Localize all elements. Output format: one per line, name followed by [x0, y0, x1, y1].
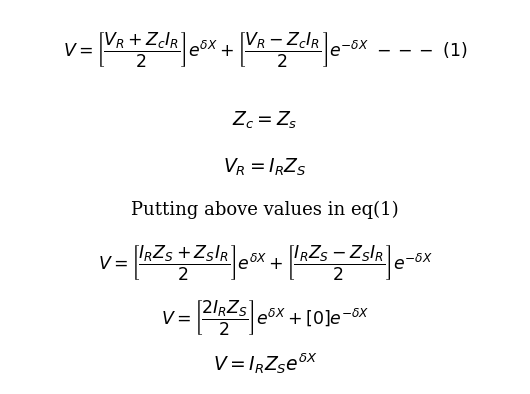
Text: $V_R = I_R Z_S$: $V_R = I_R Z_S$: [223, 157, 307, 178]
Text: Putting above values in eq(1): Putting above values in eq(1): [131, 201, 399, 219]
Text: $V = I_R Z_S e^{\delta X}$: $V = I_R Z_S e^{\delta X}$: [213, 351, 317, 375]
Text: $V = \left[\dfrac{V_R + Z_c I_R}{2}\right]e^{\delta X} + \left[\dfrac{V_R - Z_c : $V = \left[\dfrac{V_R + Z_c I_R}{2}\righ…: [63, 30, 467, 69]
Text: $V = \left[\dfrac{I_R Z_S + Z_S I_R}{2}\right]e^{\delta X} + \left[\dfrac{I_R Z_: $V = \left[\dfrac{I_R Z_S + Z_S I_R}{2}\…: [98, 243, 432, 281]
Text: $V = \left[\dfrac{2I_R Z_S}{2}\right]e^{\delta X} + [0]e^{-\delta X}$: $V = \left[\dfrac{2I_R Z_S}{2}\right]e^{…: [161, 298, 369, 336]
Text: $Z_c = Z_s$: $Z_c = Z_s$: [232, 110, 298, 131]
